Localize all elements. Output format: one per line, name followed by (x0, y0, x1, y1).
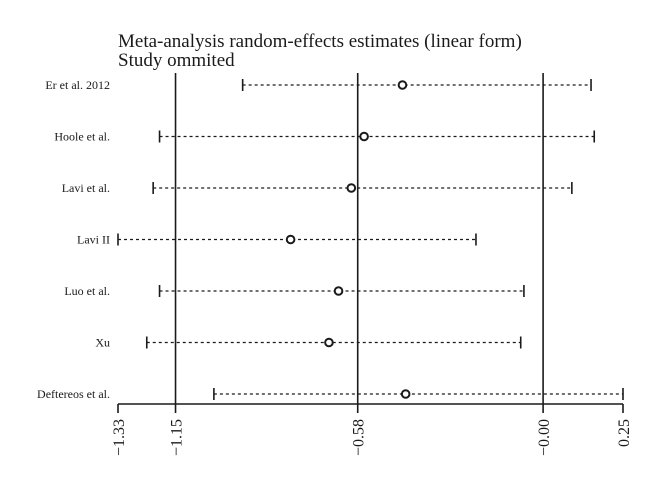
study-label: Luo et al. (64, 284, 110, 298)
point-estimate (285, 234, 296, 245)
chart-subtitle: Study ommited (118, 50, 235, 71)
point-estimate (400, 389, 411, 399)
study-label: Lavi et al. (62, 181, 110, 195)
point-estimate (346, 183, 357, 193)
x-axis: −1.33 −1.15 −0.58 −0.00 0.25 (111, 403, 633, 456)
study-label: Deftereos et al. (37, 387, 110, 401)
study-row: Luo et al. (64, 284, 525, 298)
point-estimate (324, 337, 334, 348)
study-rows: Er et al. 2012 Hoole et al. Lavi et al. Lav… (37, 78, 624, 401)
study-label: Hoole et al. (54, 130, 110, 144)
x-tick-label: −0.58 (351, 419, 368, 456)
study-label: Er et al. 2012 (45, 78, 110, 92)
x-tick-label: −1.15 (169, 419, 186, 456)
study-row: Xu (95, 336, 522, 350)
point-estimate (397, 80, 408, 90)
study-row: Lavi II (77, 233, 477, 247)
study-row: Deftereos et al. (37, 387, 624, 401)
x-tick-label: −0.00 (536, 419, 553, 456)
x-tick-label: 0.25 (616, 419, 633, 447)
chart-title: Meta-analysis random-effects estimates (… (118, 31, 522, 52)
study-row: Lavi et al. (62, 181, 573, 195)
reference-lines (174, 73, 544, 404)
point-estimate (333, 286, 344, 296)
study-row: Hoole et al. (54, 130, 596, 144)
study-row: Er et al. 2012 (45, 78, 592, 92)
study-label: Xu (95, 336, 110, 350)
study-label: Lavi II (77, 233, 110, 247)
point-estimate (359, 131, 369, 142)
x-tick-label: −1.33 (111, 419, 128, 456)
